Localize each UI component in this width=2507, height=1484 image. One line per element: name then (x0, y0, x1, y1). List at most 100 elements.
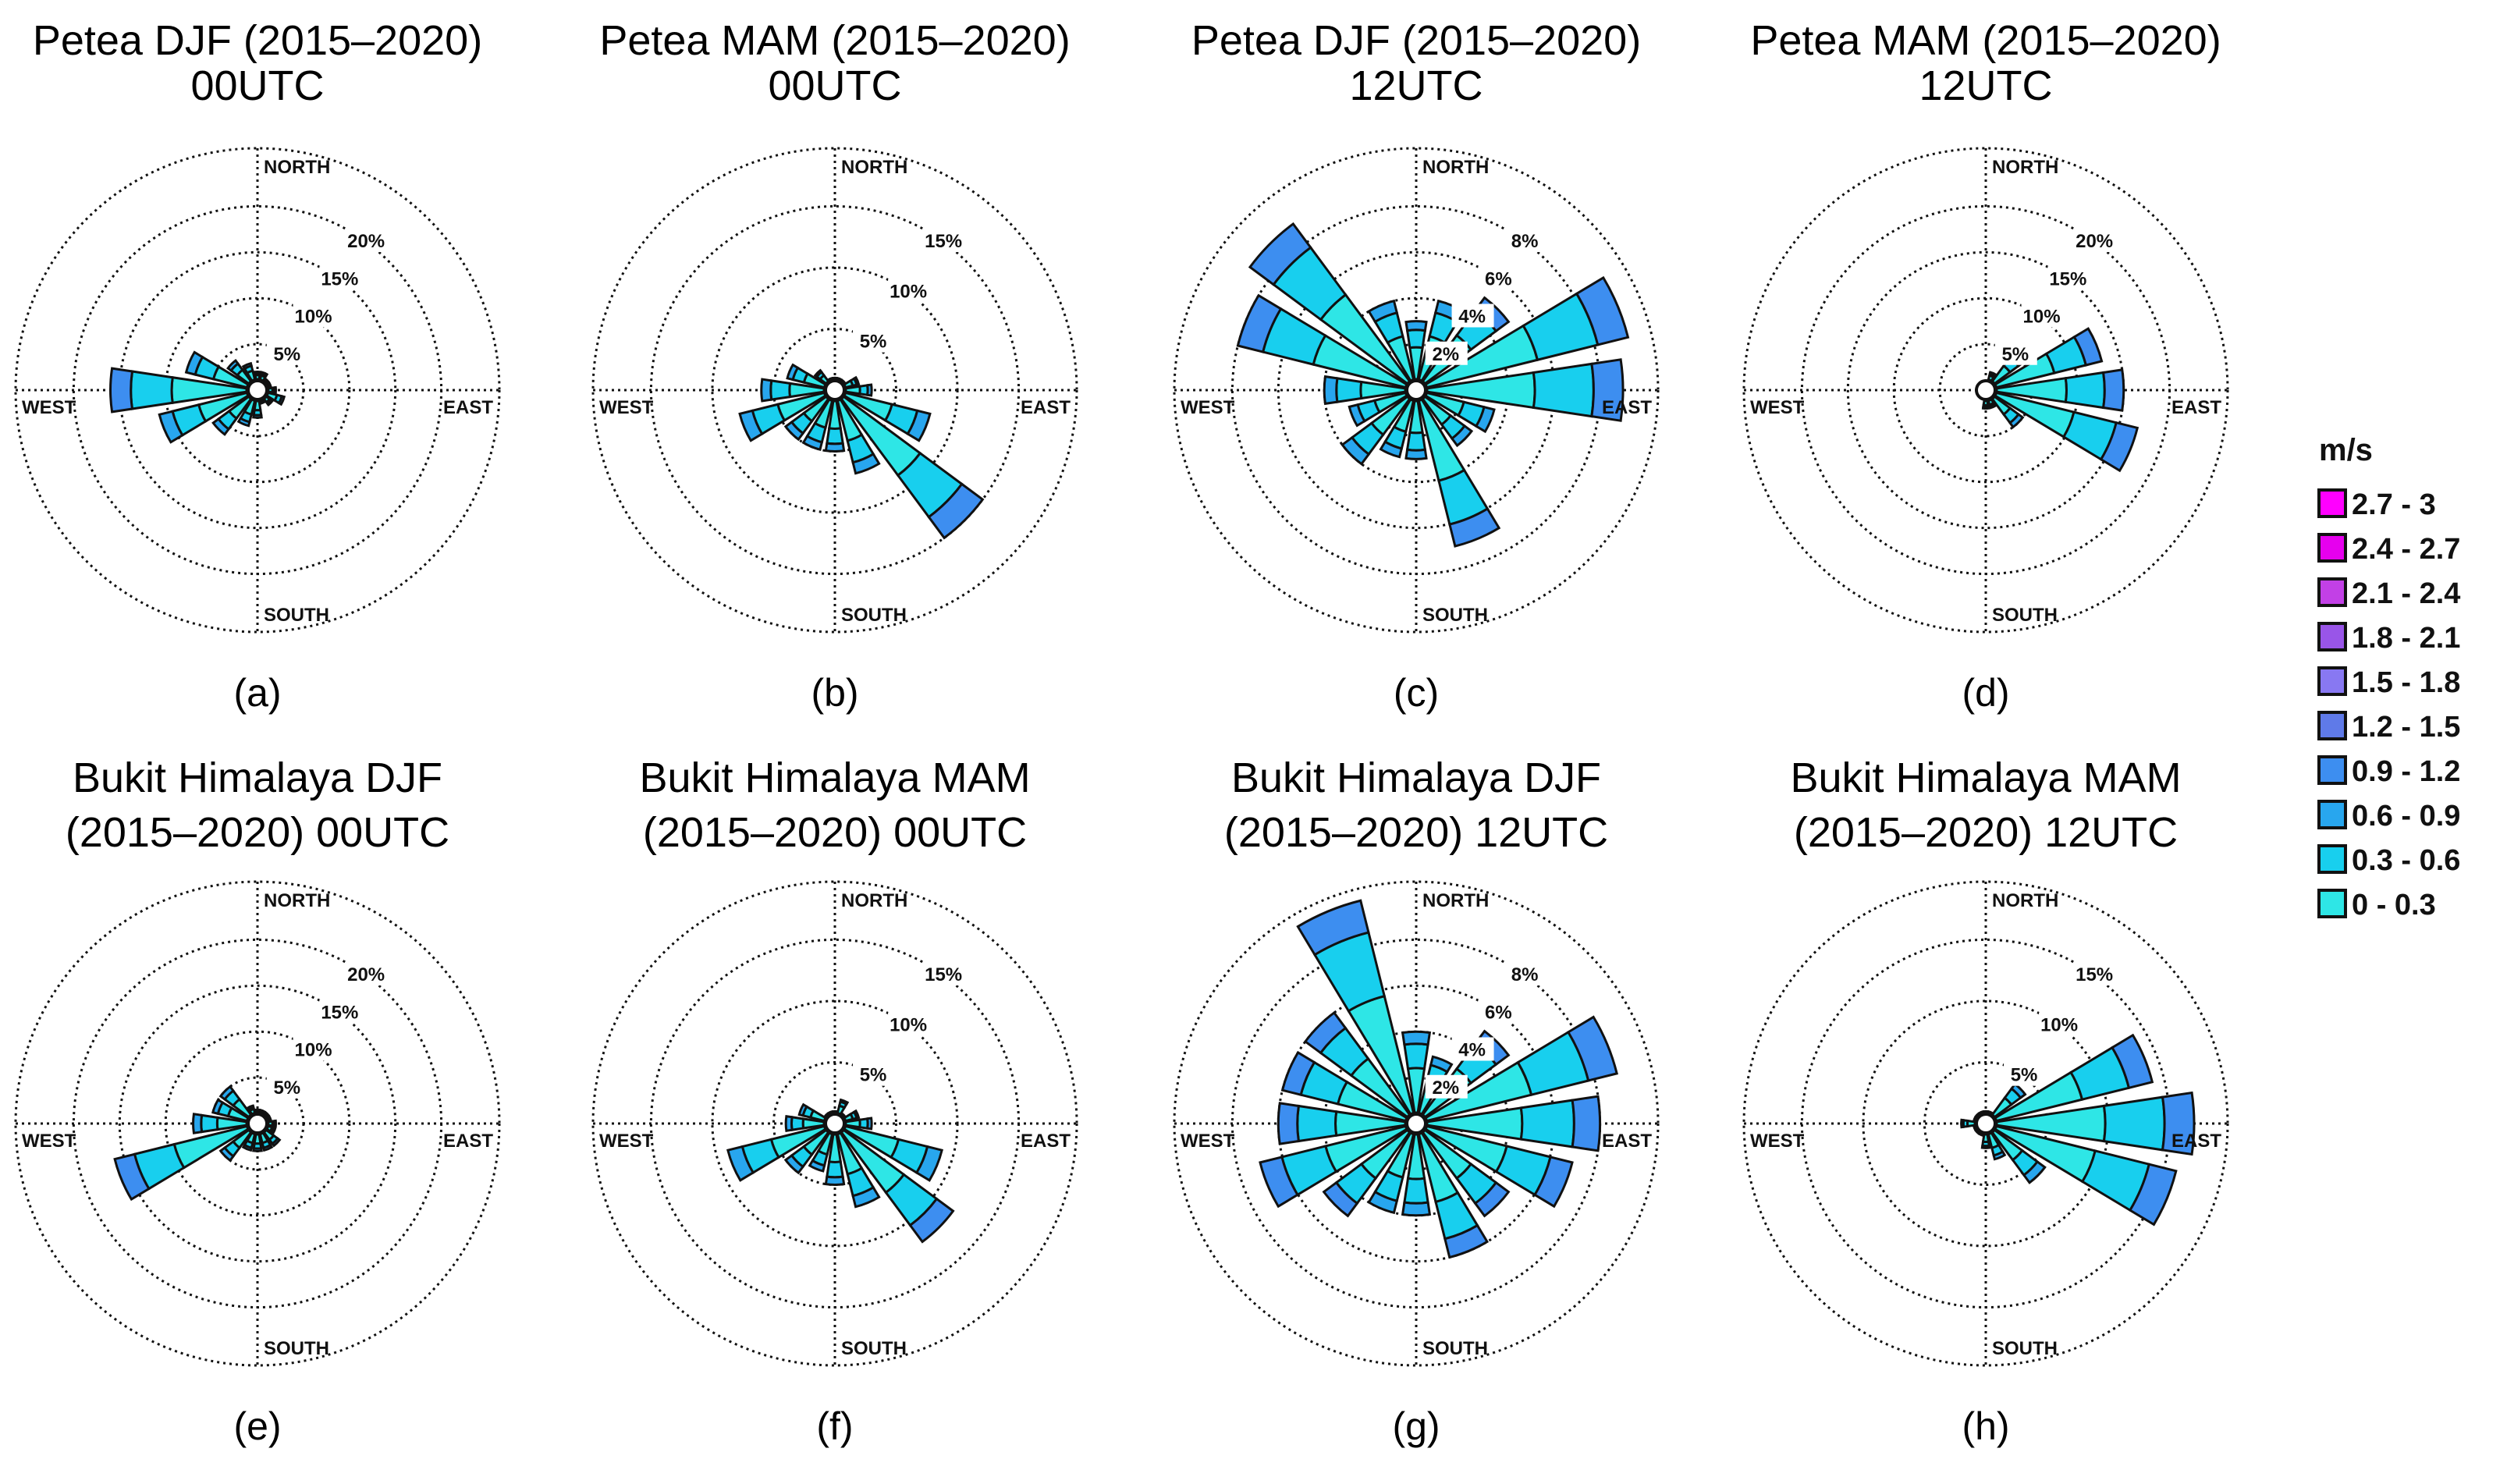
wind-bar-segment (1296, 1104, 1338, 1143)
ring-label-bg (266, 1074, 309, 1099)
wind-bar-segment (823, 1112, 829, 1118)
wind-bar-segment (927, 482, 985, 540)
ring-label: 5% (860, 1065, 887, 1086)
wind-bar-segment (1248, 222, 1312, 286)
wind-bar-segment (192, 1113, 204, 1134)
wind-rose-panel: Petea DJF (2015–2020)00UTC 5% 10% 15% 20% NOR… (14, 17, 501, 715)
ring-label: 8% (1511, 964, 1539, 985)
ring-label-bg (2074, 962, 2117, 986)
panel-label: (b) (811, 671, 858, 715)
wind-bar-segment (851, 452, 881, 475)
wind-bar-segment (277, 394, 286, 407)
ring-label-bg (1451, 304, 1494, 328)
west-label: WEST (22, 397, 76, 418)
wind-bar-segment (1405, 328, 1427, 350)
outer-ring (1173, 147, 1660, 634)
outer-ring (591, 880, 1078, 1367)
legend-label: 2.1 - 2.4 (2352, 577, 2460, 610)
wind-bar-segment (852, 1109, 861, 1120)
wind-bar-segment (1401, 1201, 1432, 1217)
wind-bar-segment (1277, 1102, 1301, 1145)
wind-bar-segment (259, 1109, 267, 1114)
wind-rose-panel: Petea MAM (2015–2020)00UTC 5% 10% 15% NORTH S… (591, 17, 1078, 715)
south-label: SOUTH (1422, 1338, 1488, 1359)
ring-label: 2% (1432, 1077, 1459, 1099)
wind-bar-segment (252, 414, 263, 419)
wind-bar-segment (1448, 506, 1501, 548)
panel-title: (2015–2020) 12UTC (1794, 809, 2178, 856)
legend-label: 2.7 - 3 (2352, 488, 2436, 521)
ring-label-bg (1425, 1074, 1468, 1099)
ring-label: 5% (273, 344, 300, 365)
panel-label: (e) (233, 1404, 281, 1448)
wind-bar-segment (253, 370, 262, 375)
wind-bar-segment (130, 370, 174, 410)
wind-bar-segment (1473, 1180, 1511, 1218)
wind-bar-segment (1450, 424, 1474, 448)
center-hub (247, 1113, 268, 1134)
west-label: WEST (599, 397, 654, 418)
wind-bar-segment (808, 1159, 826, 1173)
center-hub (1405, 379, 1427, 401)
panel-label: (d) (1962, 671, 2009, 715)
ring-label: 10% (890, 1014, 927, 1035)
wind-bar-segment (218, 1085, 236, 1102)
legend-label: 1.2 - 1.5 (2352, 711, 2460, 744)
wind-bar-segment (1322, 1180, 1359, 1218)
wind-bar-segment (769, 379, 792, 401)
east-label: EAST (443, 397, 493, 418)
wind-bar-segment (246, 1104, 255, 1111)
panel-title: (2015–2020) 12UTC (1224, 809, 1608, 856)
east-label: EAST (2171, 1131, 2221, 1152)
wind-bar-segment (1348, 403, 1366, 428)
ring-label: 6% (1485, 268, 1512, 289)
wind-bar-segment (1972, 1115, 1977, 1123)
wind-rose-panel: Petea DJF (2015–2020)12UTC 2% 4% 6% 8% NORTH S… (1173, 17, 1660, 715)
wind-bar-segment (1429, 1055, 1454, 1074)
wind-bar-segment (1992, 1150, 2007, 1161)
panel-title: (2015–2020) 00UTC (643, 809, 1027, 856)
wind-bar-segment (2110, 1033, 2154, 1090)
wind-bar-segment (786, 363, 800, 382)
legend-label: 0.6 - 0.9 (2352, 800, 2460, 833)
ring-label: 15% (925, 964, 962, 985)
legend-label: 1.5 - 1.8 (2352, 666, 2460, 699)
north-label: NORTH (264, 890, 330, 911)
wind-bar-segment (1296, 899, 1370, 957)
ring-label: 5% (2001, 344, 2029, 365)
ring-label: 2% (1432, 344, 1459, 365)
panel-label: (g) (1392, 1404, 1440, 1448)
wind-bar-segment (1401, 1030, 1432, 1046)
panel-title: Bukit Himalaya DJF (73, 754, 442, 801)
ring-label: 20% (347, 964, 385, 985)
wind-bar-segment (211, 417, 231, 436)
wind-bar-segment (1974, 1129, 1980, 1135)
wind-bar-segment (1379, 440, 1404, 459)
outer-ring (1742, 880, 2229, 1367)
ring-label-bg (1478, 266, 1521, 290)
legend-swatch (2317, 889, 2347, 918)
north-label: NORTH (264, 157, 330, 178)
wind-bar-segment (254, 1108, 261, 1112)
panel-label: (c) (1394, 671, 1439, 715)
panel-title: Petea DJF (2015–2020) (33, 17, 482, 64)
legend-swatch (2317, 622, 2347, 651)
legend-swatch (2317, 711, 2347, 740)
wind-bar-segment (1404, 320, 1428, 332)
south-label: SOUTH (841, 1338, 907, 1359)
wind-bar-segment (1519, 1099, 1575, 1149)
ring-label-bg (1504, 962, 1547, 986)
wind-bar-segment (826, 1109, 834, 1115)
wind-bar-segment (2022, 1159, 2047, 1184)
wind-bar-segment (1566, 1015, 1618, 1082)
south-label: SOUTH (264, 1338, 329, 1359)
outer-ring (14, 880, 501, 1367)
wind-bar-segment (783, 1153, 805, 1175)
outer-ring (1742, 147, 2229, 634)
ring-label-bg (2074, 229, 2117, 253)
wind-bar-segment (790, 1116, 805, 1131)
wind-bar-segment (1590, 358, 1625, 422)
ring-label-bg (2021, 304, 2064, 328)
wind-bar-segment (1405, 431, 1427, 452)
ring-label: 20% (347, 231, 385, 252)
